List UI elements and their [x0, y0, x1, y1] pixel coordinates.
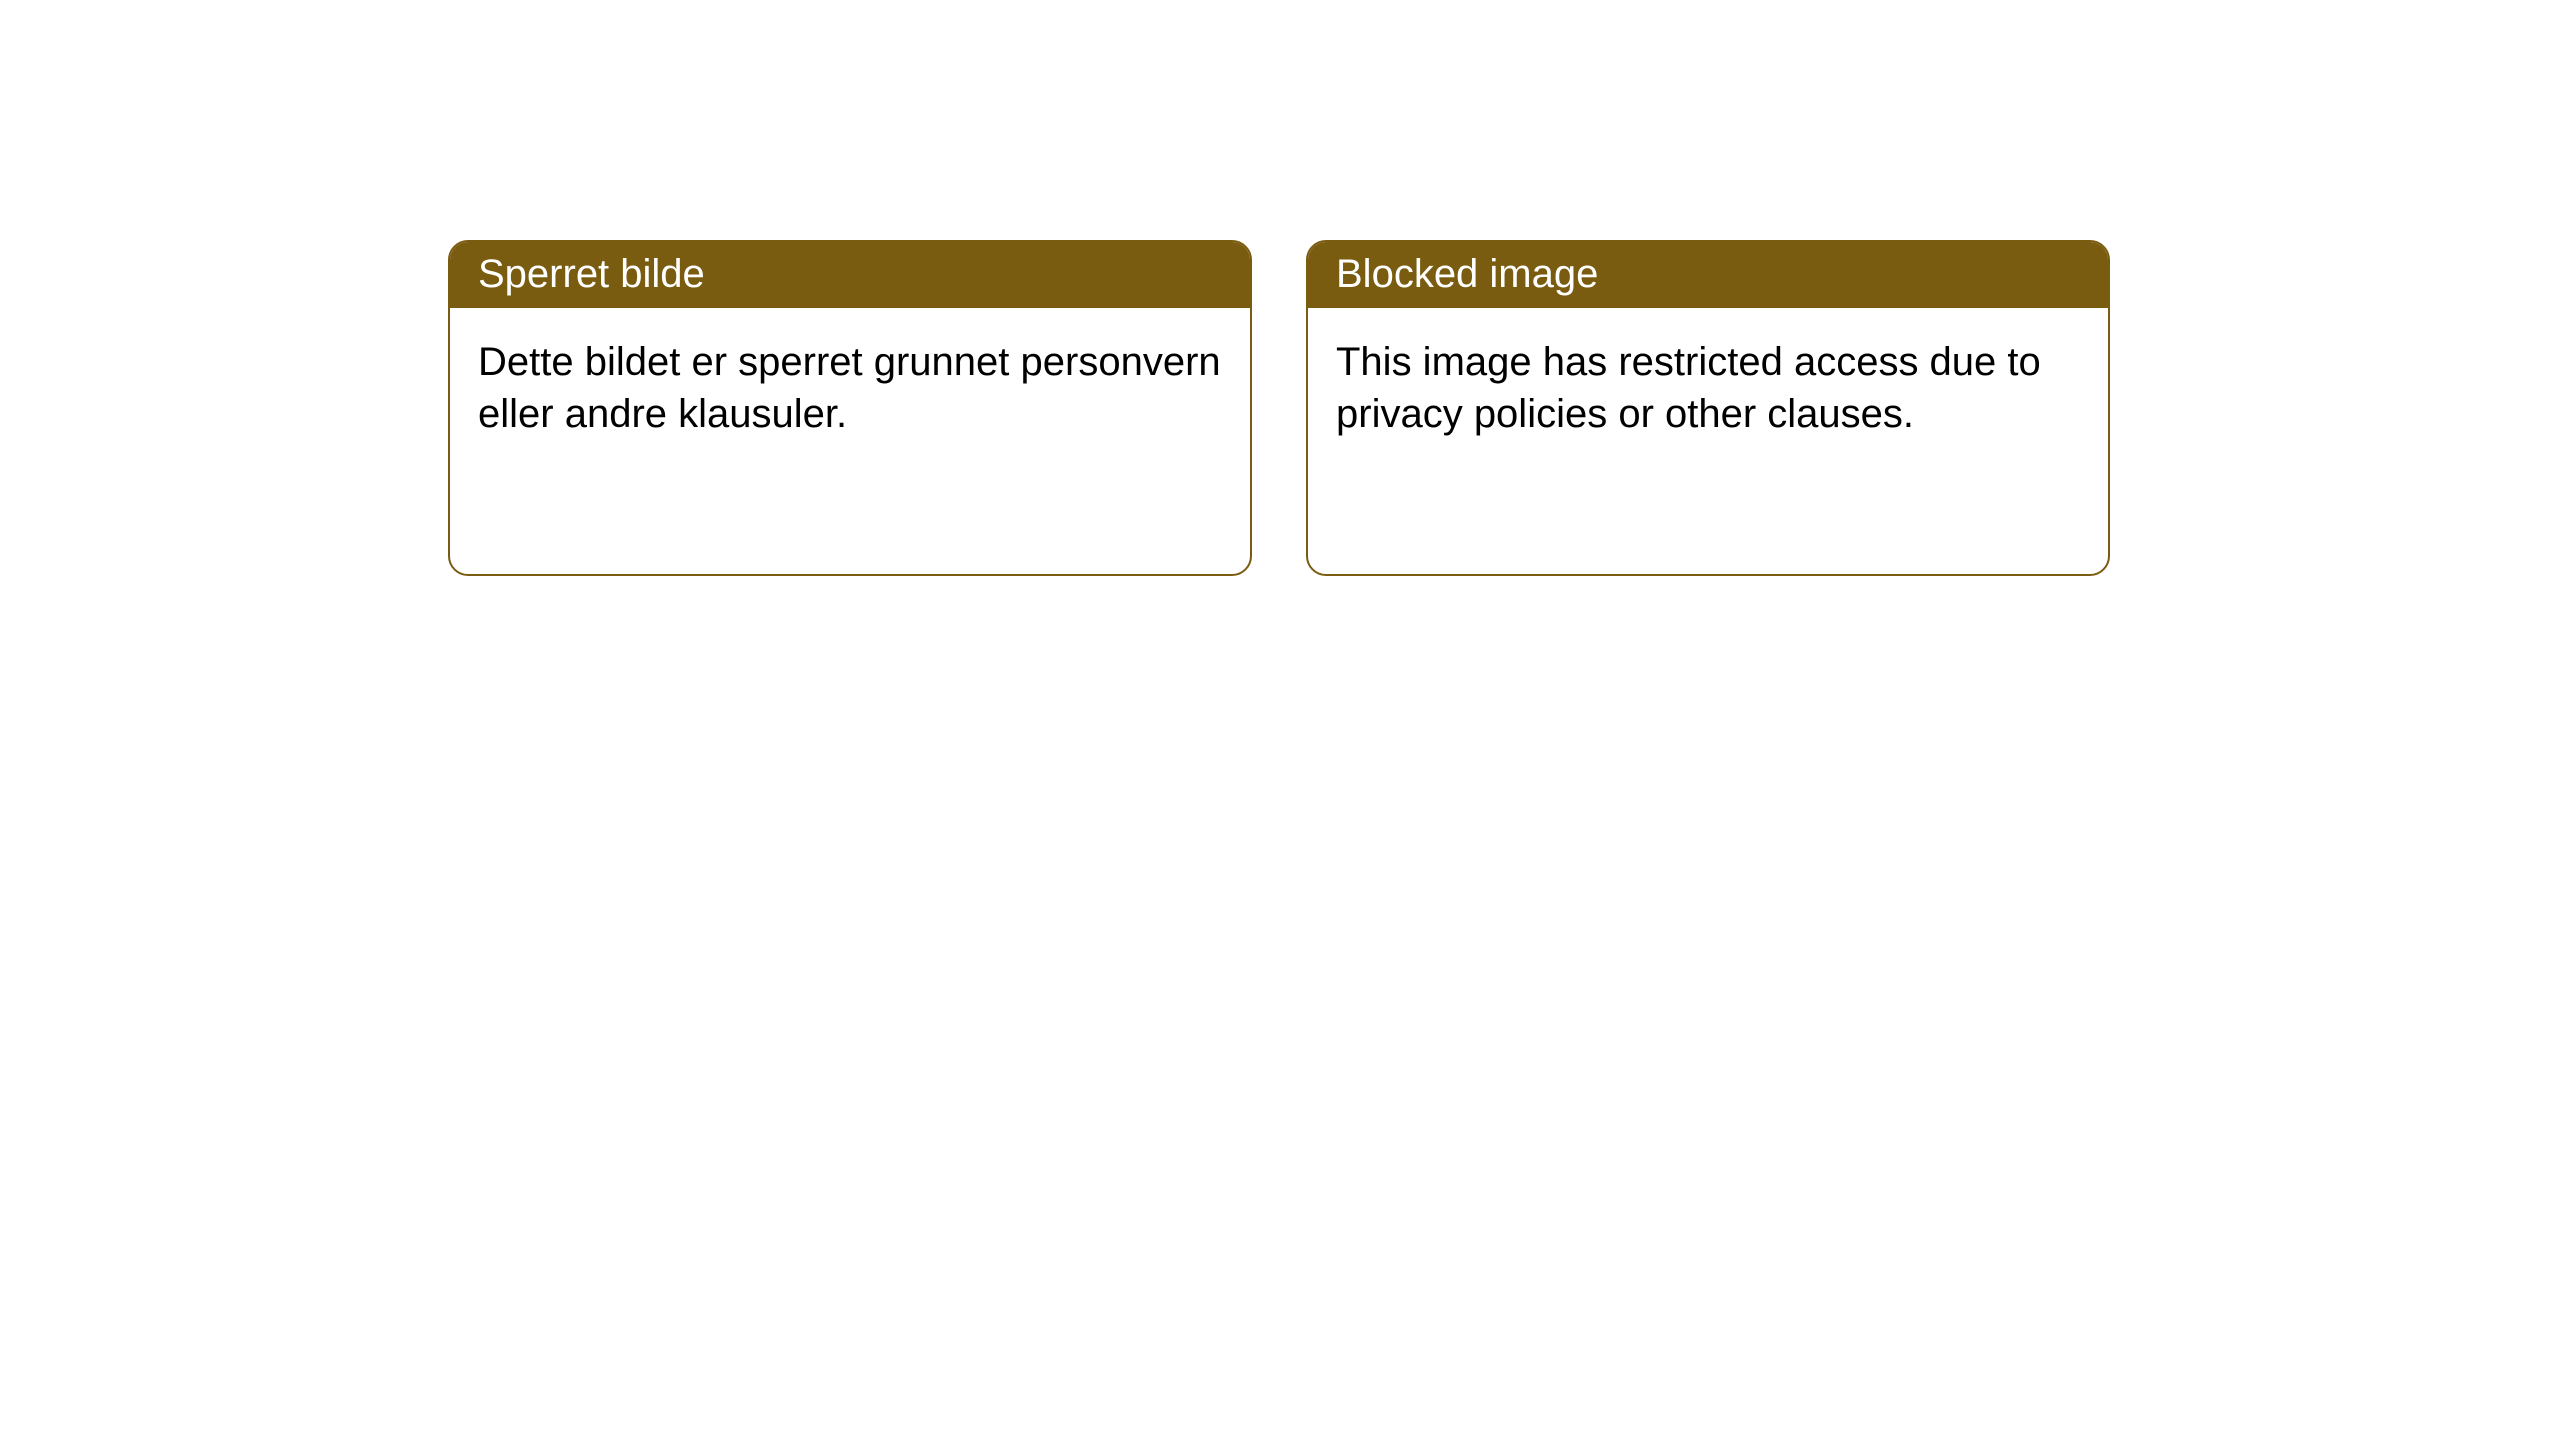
card-body-no: Dette bildet er sperret grunnet personve… — [450, 308, 1250, 468]
blocked-image-card-no: Sperret bilde Dette bildet er sperret gr… — [448, 240, 1252, 576]
card-body-en: This image has restricted access due to … — [1308, 308, 2108, 468]
card-header-no: Sperret bilde — [450, 242, 1250, 308]
cards-container: Sperret bilde Dette bildet er sperret gr… — [0, 0, 2560, 576]
card-header-en: Blocked image — [1308, 242, 2108, 308]
blocked-image-card-en: Blocked image This image has restricted … — [1306, 240, 2110, 576]
